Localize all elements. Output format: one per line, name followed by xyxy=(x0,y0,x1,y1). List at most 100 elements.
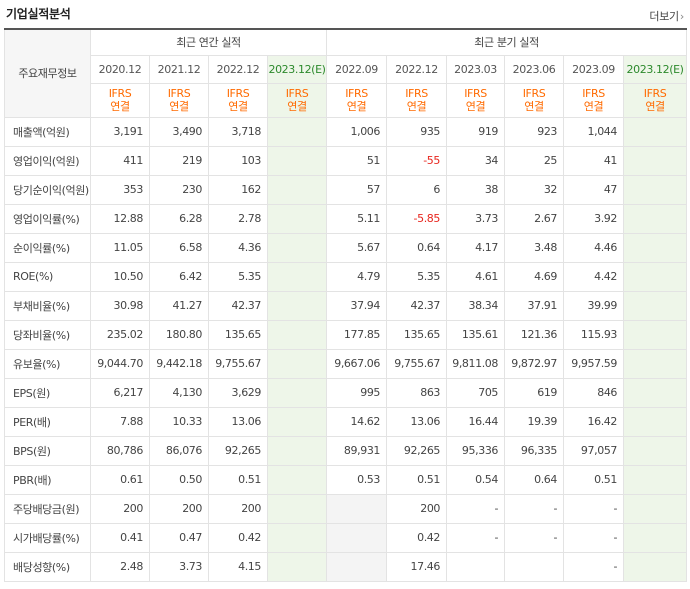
value-cell xyxy=(326,551,388,582)
value-cell: 0.61 xyxy=(90,464,150,495)
accounting-standard: IFRS 연결 xyxy=(446,82,506,118)
acct-standard-line1: IFRS xyxy=(582,87,605,100)
value-cell: 353 xyxy=(90,174,150,205)
value-cell: -5.85 xyxy=(386,203,448,234)
value-cell xyxy=(623,203,688,234)
value-cell: 38 xyxy=(446,174,506,205)
value-cell: 32 xyxy=(504,174,565,205)
value-cell: 30.98 xyxy=(90,290,150,321)
table-row: 부채비율(%) 30.98 41.27 42.37 37.94 42.37 38.34 37.… xyxy=(4,290,688,321)
value-cell: 12.88 xyxy=(90,203,150,234)
value-cell xyxy=(623,522,688,553)
value-cell: 923 xyxy=(504,116,565,147)
acct-standard-line1: IFRS xyxy=(345,87,368,100)
value-cell xyxy=(266,319,328,350)
value-cell xyxy=(326,493,388,524)
value-cell: 14.62 xyxy=(326,406,388,437)
value-cell: 6,217 xyxy=(90,377,150,408)
value-cell: 0.42 xyxy=(386,522,448,553)
accounting-standard: IFRS 연결 xyxy=(623,82,688,118)
period-header: 2023.09 xyxy=(563,54,625,84)
row-label: 당기순이익(억원) xyxy=(4,174,91,205)
accounting-standard: IFRS 연결 xyxy=(266,82,328,118)
table-row: 시가배당률(%) 0.41 0.47 0.42 0.42- - - xyxy=(4,522,688,553)
value-cell: 42.37 xyxy=(386,290,448,321)
accounting-standard: IFRS 연결 xyxy=(90,82,150,118)
value-cell: 3,718 xyxy=(208,116,268,147)
acct-standard-line2: 연결 xyxy=(228,100,248,113)
acct-standard-line2: 연결 xyxy=(583,100,604,113)
value-cell: 7.88 xyxy=(90,406,150,437)
value-cell: 37.94 xyxy=(326,290,388,321)
row-label: PBR(배) xyxy=(4,464,91,495)
value-cell: 97,057 xyxy=(563,435,625,466)
value-cell: 411 xyxy=(90,145,150,176)
accounting-standard-row: IFRS 연결 IFRS 연결 IFRS 연결 IFRS 연결 IFRS 연결 IFRS 연결 IFRS… xyxy=(5,82,688,118)
value-cell: 9,755.67 xyxy=(208,348,268,379)
value-cell: 177.85 xyxy=(326,319,388,350)
value-cell: 1,006 xyxy=(326,116,388,147)
value-cell: 3.73 xyxy=(149,551,209,582)
value-cell xyxy=(266,406,328,437)
annual-group-header: 최근 연간 실적 xyxy=(89,28,328,56)
period-header: 2023.12(E) xyxy=(623,54,688,84)
value-cell: - xyxy=(504,493,565,524)
row-label: ROE(%) xyxy=(4,261,91,292)
value-cell: - xyxy=(446,493,506,524)
value-cell: 6.58 xyxy=(149,232,209,263)
value-cell: 47 xyxy=(563,174,625,205)
value-cell: 5.35 xyxy=(386,261,448,292)
table-row: 배당성향(%) 2.48 3.73 4.15 17.46 - xyxy=(4,551,688,582)
value-cell xyxy=(623,406,688,437)
row-label: BPS(원) xyxy=(4,435,91,466)
value-cell: 38.34 xyxy=(446,290,506,321)
period-header: 2023.06 xyxy=(504,54,565,84)
more-label[interactable]: 더보기 xyxy=(649,10,679,23)
acct-standard-line2: 연결 xyxy=(406,100,427,113)
quarter-group-header: 최근 분기 실적 xyxy=(326,28,688,56)
table-row: 당좌비율(%) 235.02 180.80 135.65 177.85 135.65 135… xyxy=(4,319,688,350)
row-label: 부채비율(%) xyxy=(4,290,91,321)
value-cell xyxy=(623,290,688,321)
acct-standard-line1: IFRS xyxy=(167,87,191,100)
value-cell: 9,044.70 xyxy=(90,348,150,379)
value-cell: 0.64 xyxy=(386,232,448,263)
more-link[interactable]: 더보기› xyxy=(649,8,684,24)
value-cell: 3,629 xyxy=(208,377,268,408)
accounting-standard: IFRS 연결 xyxy=(386,82,448,118)
value-cell: 0.51 xyxy=(386,464,448,495)
value-cell: 41.27 xyxy=(149,290,209,321)
value-cell xyxy=(623,348,688,379)
acct-standard-line1: IFRS xyxy=(522,87,546,100)
value-cell: 4.42 xyxy=(563,261,625,292)
value-cell: 0.53 xyxy=(326,464,388,495)
value-cell: 57 xyxy=(326,174,388,205)
value-cell: 95,336 xyxy=(446,435,506,466)
value-cell: 2.78 xyxy=(208,203,268,234)
value-cell xyxy=(623,232,688,263)
value-cell: 3,191 xyxy=(90,116,150,147)
acct-standard-line2: 연결 xyxy=(169,100,189,113)
value-cell: 135.65 xyxy=(208,319,268,350)
value-cell xyxy=(446,551,506,582)
value-cell: 5.11 xyxy=(326,203,388,234)
table-row: BPS(원) 80,786 86,076 92,265 89,931 92,265 95,3… xyxy=(4,435,688,466)
value-cell: 619 xyxy=(504,377,565,408)
value-cell: 3.73 xyxy=(446,203,506,234)
value-cell: 0.51 xyxy=(563,464,625,495)
value-cell: 9,667.06 xyxy=(326,348,388,379)
value-cell xyxy=(266,522,328,553)
value-cell: 0.54 xyxy=(446,464,506,495)
accounting-standard: IFRS 연결 xyxy=(149,82,209,118)
row-label: EPS(원) xyxy=(4,377,91,408)
value-cell: 0.42 xyxy=(208,522,268,553)
table-row: 당기순이익(억원) 353 230 162 57 6 38 32 47 xyxy=(4,174,688,205)
value-cell xyxy=(266,435,328,466)
value-cell: -55 xyxy=(386,145,448,176)
row-label: 유보율(%) xyxy=(4,348,91,379)
table-row: 영업이익률(%) 12.88 6.28 2.78 5.11 -5.85 3.73 2.67 3.… xyxy=(4,203,688,234)
value-cell: 4.46 xyxy=(563,232,625,263)
value-cell: 42.37 xyxy=(208,290,268,321)
value-cell: 6 xyxy=(386,174,448,205)
value-cell xyxy=(623,493,688,524)
